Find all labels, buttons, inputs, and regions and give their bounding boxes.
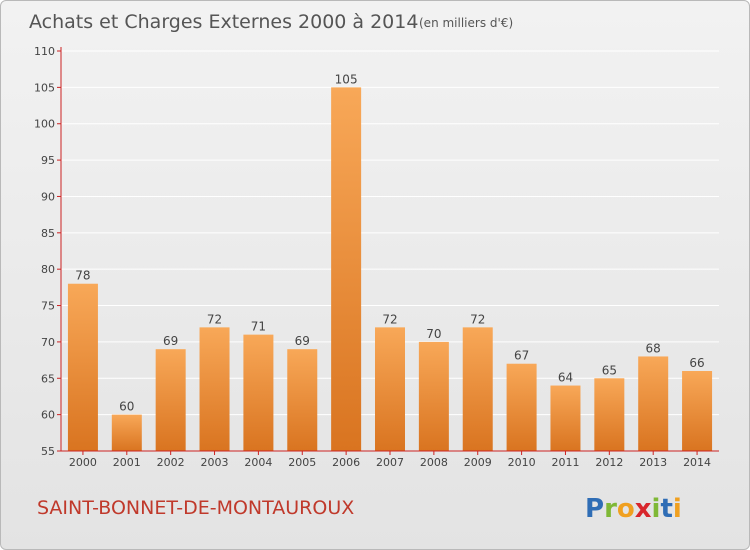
x-tick-label: 2001 <box>113 456 141 469</box>
bar-value-label: 71 <box>251 320 266 334</box>
logo-letter: P <box>585 494 604 524</box>
logo-letter: i <box>673 494 682 524</box>
bar-value-label: 72 <box>382 312 397 326</box>
y-tick-label: 85 <box>41 227 55 240</box>
bar-value-label: 65 <box>602 363 617 377</box>
logo-letter: x <box>635 494 652 524</box>
y-tick-label: 80 <box>41 263 55 276</box>
bar <box>550 385 581 451</box>
bar-value-label: 67 <box>514 349 529 363</box>
proxiti-logo: Proxiti <box>585 494 682 524</box>
logo-letter: o <box>617 494 635 524</box>
y-tick-label: 65 <box>41 372 55 385</box>
y-tick-label: 70 <box>41 336 55 349</box>
x-tick-label: 2008 <box>420 456 448 469</box>
bar <box>67 283 98 451</box>
y-tick-label: 95 <box>41 154 55 167</box>
bar <box>375 327 405 451</box>
bar-value-label: 60 <box>119 400 134 414</box>
x-tick-label: 2003 <box>201 456 229 469</box>
bar-value-label: 66 <box>689 356 704 370</box>
y-tick-label: 55 <box>41 445 55 458</box>
y-tick-label: 90 <box>41 190 55 203</box>
bar <box>462 327 493 451</box>
bar-value-label: 72 <box>470 312 485 326</box>
bar <box>111 414 142 451</box>
bar-value-label: 70 <box>426 327 441 341</box>
bar <box>594 378 625 451</box>
bar-value-label: 72 <box>207 312 222 326</box>
x-tick-label: 2005 <box>288 456 316 469</box>
y-tick-label: 110 <box>34 45 55 58</box>
bar-value-label: 105 <box>335 72 358 86</box>
bar-value-label: 69 <box>163 334 178 348</box>
x-tick-label: 2014 <box>683 456 711 469</box>
chart-title: Achats et Charges Externes 2000 à 2014 <box>29 11 418 33</box>
x-tick-label: 2004 <box>244 456 272 469</box>
x-tick-label: 2006 <box>332 456 360 469</box>
x-tick-label: 2009 <box>464 456 492 469</box>
x-tick-label: 2010 <box>508 456 536 469</box>
axis-layer: 55 60 65 70 75 80 85 90 95 100 105 110 2000 2001 2002 2… <box>34 45 719 469</box>
y-tick-label: 75 <box>41 300 55 313</box>
bar <box>287 349 318 451</box>
bar <box>418 341 449 451</box>
y-tick-label: 100 <box>34 118 55 131</box>
bar <box>199 327 230 451</box>
bar-value-label: 78 <box>75 269 90 283</box>
bar-value-label: 64 <box>558 371 573 385</box>
logo-letter: t <box>660 494 672 524</box>
x-tick-label: 2012 <box>595 456 623 469</box>
x-tick-label: 2013 <box>639 456 667 469</box>
x-tick-label: 2011 <box>551 456 579 469</box>
y-tick-label: 60 <box>41 409 55 422</box>
bar-value-label: 69 <box>295 334 310 348</box>
bar <box>155 349 186 451</box>
x-tick-label: 2007 <box>376 456 404 469</box>
x-tick-label: 2002 <box>157 456 185 469</box>
bar <box>638 356 669 451</box>
y-tick-label: 105 <box>34 81 55 94</box>
logo-letter: r <box>604 494 617 524</box>
logo-letter: i <box>652 494 661 524</box>
bar <box>506 363 537 451</box>
x-tick-label: 2000 <box>69 456 97 469</box>
bar <box>682 371 713 451</box>
chart-subtitle: (en milliers d'€) <box>419 16 513 30</box>
bar <box>331 87 362 451</box>
bar-value-label: 68 <box>646 341 661 355</box>
bar <box>243 334 274 451</box>
bars-layer: 78 60 69 72 71 69 105 72 70 72 67 64 65 68 66 <box>67 72 713 451</box>
commune-name: SAINT-BONNET-DE-MONTAUROUX <box>37 497 354 519</box>
